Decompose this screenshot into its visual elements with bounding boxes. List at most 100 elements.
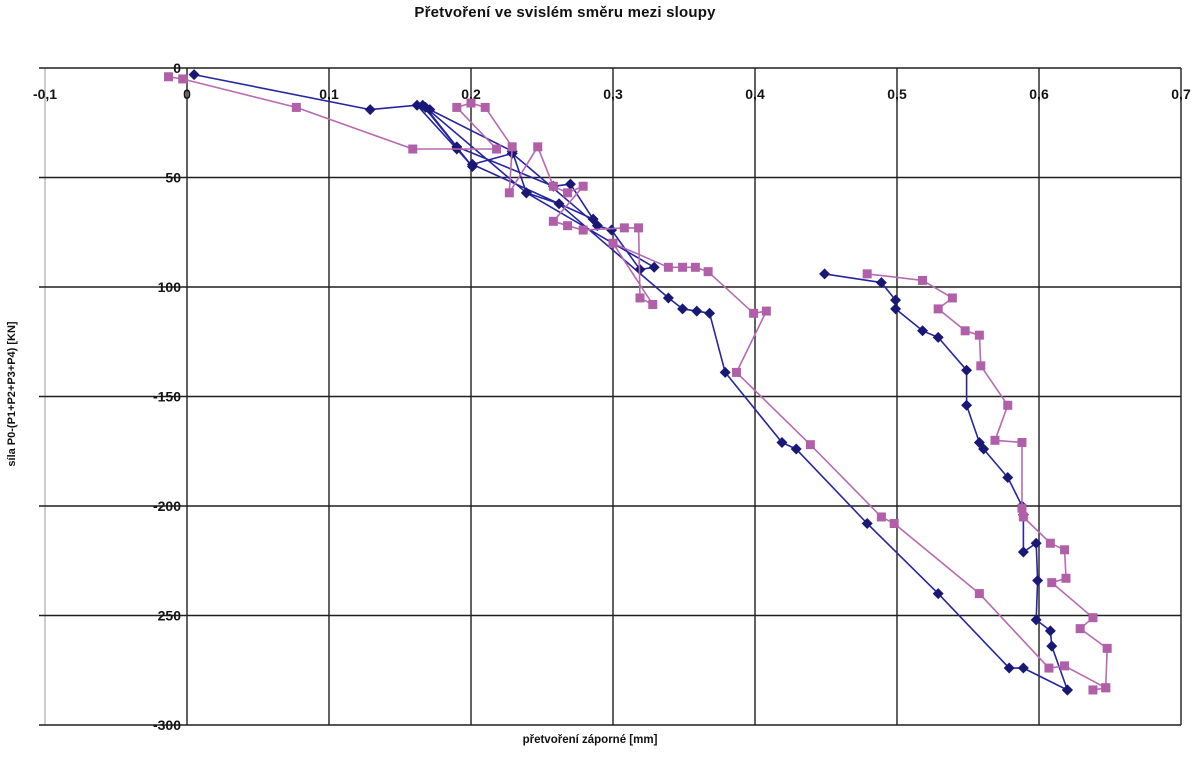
- series-2-marker-square: [563, 188, 573, 198]
- series-2-marker-square: [918, 275, 928, 285]
- series-2-marker-square: [1088, 685, 1098, 695]
- series-2-marker-square: [1047, 578, 1057, 588]
- series-1-marker-diamond: [1030, 614, 1042, 626]
- series-1-marker-diamond: [932, 588, 944, 600]
- series-1-marker-diamond: [564, 178, 576, 190]
- series-2-marker-square: [990, 435, 1000, 445]
- series-1-marker-diamond: [890, 303, 902, 315]
- series-1-marker-diamond: [420, 101, 432, 113]
- series-2-marker-square: [1044, 663, 1054, 673]
- series-2-marker-square: [480, 102, 490, 112]
- series-1-marker-diamond: [553, 198, 565, 210]
- series-1-marker-diamond: [188, 69, 200, 81]
- series-1-marker-diamond: [790, 443, 802, 455]
- series-2-marker-square: [1045, 538, 1055, 548]
- series-2-marker-square: [761, 306, 771, 316]
- series-2-marker-square: [507, 142, 517, 152]
- series-2-marker-square: [466, 98, 476, 108]
- x-tick-label: 0,5: [887, 86, 907, 102]
- series-1-marker-diamond: [961, 399, 973, 411]
- series-2-marker-square: [164, 72, 174, 82]
- series-1-line: [824, 273, 1069, 691]
- x-tick-label: 0,4: [745, 86, 765, 102]
- series-1-marker-diamond: [819, 268, 831, 280]
- series-2-marker-square: [960, 326, 970, 336]
- series-2-marker-square: [578, 225, 588, 235]
- series-2-marker-square: [933, 304, 943, 314]
- series-2-marker-square: [1102, 643, 1112, 653]
- x-axis-title: přetvoření záporné [mm]: [522, 734, 658, 746]
- series-1-marker-diamond: [411, 99, 423, 111]
- series-2-marker-square: [619, 223, 629, 233]
- series-1-marker-diamond: [978, 443, 990, 455]
- x-tick-label: 0,2: [461, 86, 481, 102]
- y-tick-label: 0: [173, 60, 181, 76]
- series-1-marker-diamond: [1002, 472, 1014, 484]
- series-1-marker-diamond: [1030, 537, 1042, 549]
- series-1-marker-diamond: [932, 331, 944, 343]
- series-2-marker-square: [648, 300, 658, 310]
- series-2-line: [168, 76, 1107, 691]
- x-tick-label: 0,3: [603, 86, 623, 102]
- series-1-marker-diamond: [691, 305, 703, 317]
- series-1-marker-diamond: [364, 104, 376, 116]
- series-1-marker-diamond: [719, 366, 731, 378]
- series-2-marker-square: [862, 269, 872, 279]
- y-tick-label: 50: [165, 170, 181, 186]
- series-2-marker-square: [1101, 683, 1111, 693]
- series-2-marker-square: [732, 367, 742, 377]
- series-2-marker-square: [548, 216, 558, 226]
- series-2-marker-square: [889, 519, 899, 529]
- series-2-marker-square: [1060, 545, 1070, 555]
- series-2-marker-square: [178, 74, 188, 84]
- series-1-marker-diamond: [1017, 662, 1029, 674]
- series-1-marker-diamond: [606, 224, 618, 236]
- series-1-marker-diamond: [648, 261, 660, 273]
- series-2-marker-square: [533, 142, 543, 152]
- series-1-marker-diamond: [1046, 640, 1058, 652]
- series-2-marker-square: [578, 181, 588, 191]
- y-tick-label: -150: [153, 389, 181, 405]
- series-2-marker-square: [291, 102, 301, 112]
- series-2-marker-square: [974, 330, 984, 340]
- series-2-marker-square: [1060, 661, 1070, 671]
- x-tick-label: 0,6: [1029, 86, 1049, 102]
- series-2-marker-square: [408, 144, 418, 154]
- series-2-marker-square: [678, 262, 688, 272]
- series-2-marker-square: [1003, 400, 1013, 410]
- series-1-marker-diamond: [1032, 574, 1044, 586]
- series-2-marker-square: [663, 262, 673, 272]
- x-tick-label: 0,1: [319, 86, 339, 102]
- series-2-marker-square: [974, 589, 984, 599]
- series-1-marker-diamond: [520, 187, 532, 199]
- series-2-marker-square: [452, 102, 462, 112]
- series-2-marker-square: [947, 293, 957, 303]
- series-2-marker-square: [504, 188, 514, 198]
- y-tick-label: 250: [158, 608, 182, 624]
- y-tick-label: -300: [153, 717, 181, 733]
- chart-title: Přetvoření ve svislém směru mezi sloupy: [414, 4, 716, 21]
- series-2-marker-square: [1075, 624, 1085, 634]
- series-2-marker-square: [635, 293, 645, 303]
- series-2-marker-square: [608, 238, 618, 248]
- series-2-marker-square: [1017, 437, 1027, 447]
- series-1-marker-diamond: [776, 436, 788, 448]
- series-2-marker-square: [492, 144, 502, 154]
- series-1-marker-diamond: [890, 294, 902, 306]
- series-1-marker-diamond: [875, 277, 887, 289]
- series-1-marker-diamond: [1017, 546, 1029, 558]
- x-tick-label: 0: [183, 86, 191, 102]
- series-2-line: [867, 273, 1108, 688]
- series-1-marker-diamond: [1003, 662, 1015, 674]
- series-1-marker-diamond: [917, 325, 929, 337]
- series-1-marker-diamond: [1044, 625, 1056, 637]
- series-1-marker-diamond: [704, 307, 716, 319]
- series-2-marker-square: [690, 262, 700, 272]
- x-tick-label: 0,7: [1171, 86, 1191, 102]
- x-tick-label: -0,1: [33, 86, 57, 102]
- series-1-marker-diamond: [961, 364, 973, 376]
- series-1-marker-diamond: [662, 292, 674, 304]
- series-2-marker-square: [1061, 573, 1071, 583]
- series-2-marker-square: [805, 440, 815, 450]
